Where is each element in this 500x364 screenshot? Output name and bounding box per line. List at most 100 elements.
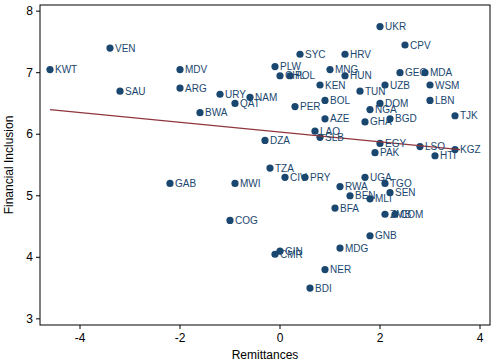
x-tick-label: -4 (75, 331, 86, 345)
point-label: SEN (395, 187, 416, 198)
x-axis-title: Remittances (232, 348, 299, 362)
point (231, 180, 238, 187)
x-tick-label: 2 (377, 331, 384, 345)
point (326, 66, 333, 73)
x-tick (380, 325, 381, 329)
point (166, 180, 173, 187)
y-tick-label: 5 (26, 189, 33, 203)
point (291, 103, 298, 110)
point-label: CPV (410, 40, 431, 51)
point (271, 251, 278, 258)
point-label: QAT (240, 98, 260, 109)
y-tick (36, 11, 40, 12)
point (226, 217, 233, 224)
x-tick-label: -2 (175, 331, 186, 345)
point-label: HTI (440, 150, 456, 161)
y-axis-title: Financial Inclusion (2, 116, 16, 215)
point-label: UGA (370, 172, 392, 183)
point (266, 164, 273, 171)
point (431, 152, 438, 159)
point (371, 149, 378, 156)
point-label: VEN (115, 43, 136, 54)
point (426, 97, 433, 104)
point (346, 192, 353, 199)
point (341, 51, 348, 58)
point (331, 204, 338, 211)
point-label: MDV (185, 64, 208, 75)
point (281, 174, 288, 181)
point-label: PER (300, 101, 321, 112)
x-tick-label: 4 (477, 331, 484, 345)
point-label: POL (295, 70, 315, 81)
point (321, 97, 328, 104)
point-label: TUN (365, 86, 386, 97)
point-label: MLI (375, 193, 392, 204)
point-label: HUN (350, 70, 372, 81)
point (321, 115, 328, 122)
point (176, 66, 183, 73)
point-label: ARG (185, 83, 207, 94)
point (356, 88, 363, 95)
point-label: SYC (305, 49, 326, 60)
y-tick (36, 195, 40, 196)
point-label: MWI (240, 178, 261, 189)
point-label: BWA (205, 107, 228, 118)
x-tick (480, 325, 481, 329)
y-tick (36, 72, 40, 73)
point (451, 112, 458, 119)
point-label: CIV (290, 172, 307, 183)
point-label: DZA (270, 135, 290, 146)
point-label: GNB (375, 230, 397, 241)
point-label: CMR (280, 249, 303, 260)
point-label: KGZ (460, 144, 481, 155)
point (316, 81, 323, 88)
point-label: PRY (310, 172, 331, 183)
point (336, 244, 343, 251)
point (366, 232, 373, 239)
point-label: LBN (435, 95, 454, 106)
point (401, 41, 408, 48)
point (231, 100, 238, 107)
point-label: BGD (395, 113, 417, 124)
marks (46, 23, 460, 292)
point-label: SLB (325, 132, 344, 143)
x-tick (280, 325, 281, 329)
point (216, 91, 223, 98)
point-label: BOL (330, 95, 350, 106)
point (261, 137, 268, 144)
point-label: COG (235, 215, 258, 226)
point (196, 109, 203, 116)
point (361, 118, 368, 125)
point-label: NER (330, 264, 351, 275)
plot-frame (40, 5, 490, 325)
point-label: KEN (325, 80, 346, 91)
point (396, 69, 403, 76)
fit-line (50, 110, 460, 150)
point (296, 51, 303, 58)
point (116, 88, 123, 95)
point-label: GHA (370, 116, 392, 127)
point-label: AZE (330, 113, 350, 124)
point-label: UZB (390, 80, 410, 91)
point (176, 84, 183, 91)
point-labels: KWTVENSAUMDVARGURYNAMQATBWAPLWSYCMNGCHLP… (55, 21, 481, 294)
x-tick-label: 0 (277, 331, 284, 345)
point (306, 284, 313, 291)
point (336, 183, 343, 190)
point-label: MDA (430, 67, 453, 78)
y-tick-label: 3 (26, 312, 33, 326)
point (271, 63, 278, 70)
point-label: HRV (350, 49, 371, 60)
y-tick-label: 8 (26, 4, 33, 18)
point (276, 72, 283, 79)
point (426, 81, 433, 88)
point (106, 44, 113, 51)
point-label: COM (400, 209, 423, 220)
point (46, 66, 53, 73)
y-tick (36, 318, 40, 319)
y-tick-label: 6 (26, 127, 33, 141)
point-label: BFA (340, 203, 359, 214)
point-label: SAU (125, 86, 146, 97)
point-label: PAK (380, 147, 400, 158)
point-label: MDG (345, 243, 369, 254)
